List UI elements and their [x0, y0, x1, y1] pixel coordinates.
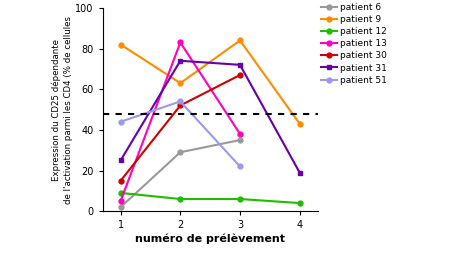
- Line: patient 13: patient 13: [118, 40, 242, 204]
- patient 31: [297, 171, 303, 174]
- Line: patient 30: patient 30: [118, 73, 242, 183]
- patient 13: [237, 132, 243, 135]
- Line: patient 9: patient 9: [118, 38, 302, 126]
- patient 9: [237, 39, 243, 42]
- patient 12: [297, 201, 303, 205]
- patient 51: [177, 100, 183, 103]
- Line: patient 12: patient 12: [118, 190, 302, 205]
- Line: patient 6: patient 6: [118, 138, 242, 210]
- Line: patient 31: patient 31: [118, 58, 302, 175]
- patient 31: [237, 63, 243, 67]
- patient 31: [118, 159, 123, 162]
- patient 12: [177, 197, 183, 201]
- Legend: patient 6, patient 9, patient 12, patient 13, patient 30, patient 31, patient 51: patient 6, patient 9, patient 12, patien…: [320, 2, 388, 86]
- patient 9: [177, 82, 183, 85]
- patient 30: [237, 73, 243, 77]
- patient 30: [177, 104, 183, 107]
- patient 13: [118, 200, 123, 203]
- patient 30: [118, 179, 123, 182]
- Y-axis label: Expression du CD25 dépendante
de l'activation parmi les CD4 (% de cellules: Expression du CD25 dépendante de l'activ…: [51, 16, 72, 204]
- patient 51: [118, 120, 123, 123]
- patient 51: [237, 165, 243, 168]
- Line: patient 51: patient 51: [118, 99, 242, 169]
- patient 12: [118, 191, 123, 195]
- patient 13: [177, 41, 183, 44]
- patient 12: [237, 197, 243, 201]
- patient 6: [177, 151, 183, 154]
- patient 9: [118, 43, 123, 46]
- patient 9: [297, 122, 303, 125]
- patient 6: [118, 206, 123, 209]
- patient 31: [177, 59, 183, 62]
- patient 6: [237, 139, 243, 142]
- X-axis label: numéro de prélèvement: numéro de prélèvement: [135, 233, 285, 243]
